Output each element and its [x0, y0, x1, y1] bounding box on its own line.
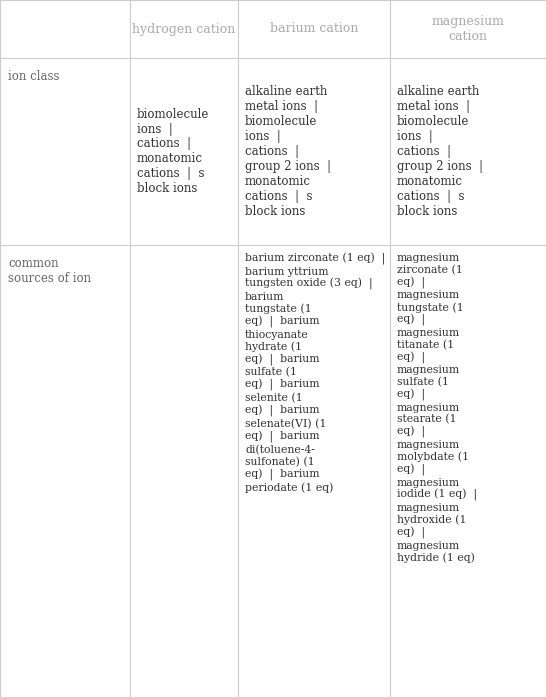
Text: barium zirconate (1 eq)  |
barium yttrium
tungsten oxide (3 eq)  |
barium
tungst: barium zirconate (1 eq) | barium yttrium…: [245, 253, 385, 493]
Text: ion class: ion class: [8, 70, 60, 83]
Text: magnesium
cation: magnesium cation: [431, 15, 505, 43]
Text: magnesium
zirconate (1
eq)  |
magnesium
tungstate (1
eq)  |
magnesium
titanate (: magnesium zirconate (1 eq) | magnesium t…: [397, 253, 477, 563]
Text: barium cation: barium cation: [270, 22, 358, 36]
Text: biomolecule
ions  |
cations  |
monatomic
cations  |  s
block ions: biomolecule ions | cations | monatomic c…: [137, 107, 209, 195]
Text: hydrogen cation: hydrogen cation: [132, 22, 236, 36]
Text: alkaline earth
metal ions  |
biomolecule
ions  |
cations  |
group 2 ions  |
mona: alkaline earth metal ions | biomolecule …: [397, 85, 483, 218]
Text: common
sources of ion: common sources of ion: [8, 257, 91, 285]
Text: alkaline earth
metal ions  |
biomolecule
ions  |
cations  |
group 2 ions  |
mona: alkaline earth metal ions | biomolecule …: [245, 85, 331, 218]
